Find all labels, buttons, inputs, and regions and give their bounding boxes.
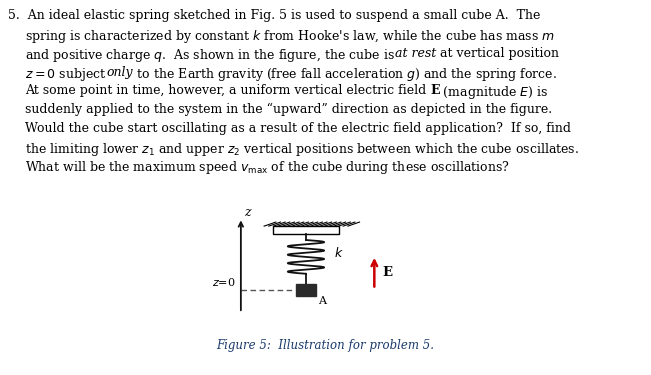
Text: only: only (106, 66, 133, 79)
Text: at vertical position: at vertical position (436, 47, 559, 60)
Text: z: z (244, 206, 251, 219)
Text: What will be the maximum speed $v_{\mathrm{max}}$ of the cube during these oscil: What will be the maximum speed $v_{\math… (25, 159, 510, 176)
Text: At some point in time, however, a uniform vertical electric field: At some point in time, however, a unifor… (25, 84, 430, 98)
Text: E: E (382, 266, 392, 279)
Text: Would the cube start oscillating as a result of the electric field application? : Would the cube start oscillating as a re… (25, 122, 571, 135)
Bar (273, 226, 339, 234)
Text: $z = 0$ subject: $z = 0$ subject (25, 66, 106, 82)
Text: and positive charge $q$.  As shown in the figure, the cube is: and positive charge $q$. As shown in the… (25, 47, 395, 64)
Text: A: A (318, 296, 326, 306)
Bar (296, 284, 316, 296)
Text: 5.  An ideal elastic spring sketched in Fig. 5 is used to suspend a small cube A: 5. An ideal elastic spring sketched in F… (8, 9, 540, 22)
Text: Figure 5:  Illustration for problem 5.: Figure 5: Illustration for problem 5. (217, 339, 434, 352)
Text: $k$: $k$ (334, 246, 344, 260)
Text: suddenly applied to the system in the “upward” direction as depicted in the figu: suddenly applied to the system in the “u… (25, 103, 552, 116)
Text: to the Earth gravity (free fall acceleration $g$) and the spring force.: to the Earth gravity (free fall accelera… (133, 66, 557, 82)
Text: $z$=0: $z$=0 (212, 276, 236, 288)
Text: the limiting lower $z_1$ and upper $z_2$ vertical positions between which the cu: the limiting lower $z_1$ and upper $z_2$… (25, 141, 579, 158)
Text: E: E (430, 84, 439, 98)
Text: (magnitude $E$) is: (magnitude $E$) is (439, 84, 549, 101)
Text: at rest: at rest (395, 47, 436, 60)
Text: spring is characterized by constant $k$ from Hooke's law, while the cube has mas: spring is characterized by constant $k$ … (25, 28, 555, 45)
